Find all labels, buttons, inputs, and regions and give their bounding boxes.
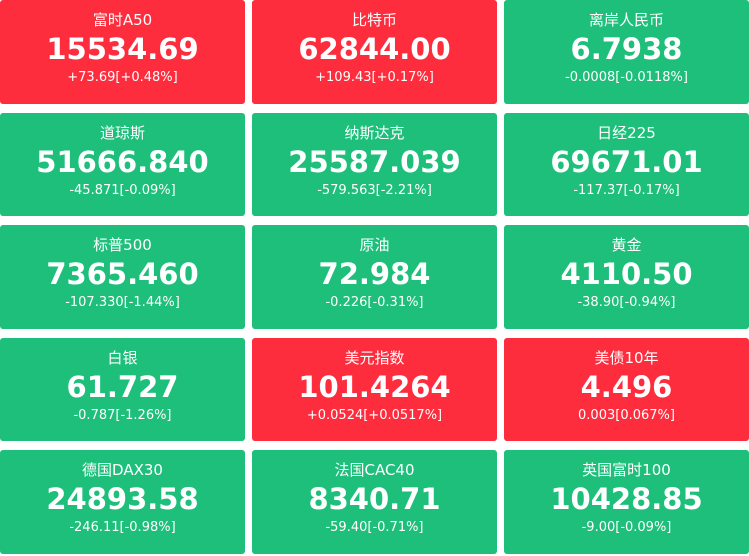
quote-price: 69671.01	[550, 144, 703, 179]
quote-tile[interactable]: 原油 72.984 -0.226[-0.31%]	[252, 225, 497, 329]
quote-tile[interactable]: 美元指数 101.4264 +0.0524[+0.0517%]	[252, 337, 497, 442]
quote-name: 纳斯达克	[344, 123, 405, 142]
quote-price: 4.496	[580, 369, 673, 404]
quote-change: -579.563[-2.21%]	[317, 182, 432, 198]
quote-price: 61.727	[66, 369, 179, 404]
quote-change: +109.43[+0.17%]	[315, 70, 434, 85]
quote-name: 法国CAC40	[334, 461, 415, 480]
quote-tile[interactable]: 比特币 62844.00 +109.43[+0.17%]	[252, 0, 497, 104]
quote-tile[interactable]: 离岸人民币 6.7938 -0.0008[-0.0118%]	[504, 0, 749, 104]
quote-price: 6.7938	[570, 32, 683, 66]
quote-tile[interactable]: 美债10年 4.496 0.003[0.067%]	[504, 337, 749, 442]
quote-name: 比特币	[351, 11, 397, 29]
quote-change: -0.226[-0.31%]	[325, 295, 424, 311]
quote-change: +0.0524[+0.0517%]	[306, 407, 443, 423]
quote-change: -9.00[-0.09%]	[581, 520, 672, 536]
quote-tile[interactable]: 道琼斯 51666.840 -45.871[-0.09%]	[0, 112, 245, 217]
quote-change: -0.0008[-0.0118%]	[565, 70, 688, 85]
quote-name: 标普500	[93, 236, 152, 255]
quote-name: 黄金	[611, 236, 642, 255]
quote-change: +73.69[+0.48%]	[67, 70, 178, 85]
quote-tile[interactable]: 纳斯达克 25587.039 -579.563[-2.21%]	[252, 112, 497, 217]
quote-name: 原油	[359, 236, 390, 255]
quote-price: 7365.460	[46, 257, 199, 292]
quote-price: 10428.85	[550, 482, 703, 517]
quote-price: 24893.58	[46, 482, 199, 517]
quote-tile[interactable]: 黄金 4110.50 -38.90[-0.94%]	[504, 225, 749, 329]
quote-tile[interactable]: 法国CAC40 8340.71 -59.40[-0.71%]	[252, 450, 497, 554]
quote-change: -107.330[-1.44%]	[65, 295, 180, 311]
quote-name: 英国富时100	[582, 461, 671, 480]
quote-tile[interactable]: 日经225 69671.01 -117.37[-0.17%]	[504, 112, 749, 217]
quote-name: 道琼斯	[99, 123, 145, 142]
quote-name: 日经225	[597, 123, 656, 142]
quote-tile[interactable]: 富时A50 15534.69 +73.69[+0.48%]	[0, 0, 245, 104]
quote-price: 51666.840	[36, 144, 209, 179]
quote-name: 富时A50	[92, 11, 153, 29]
quote-tile[interactable]: 标普500 7365.460 -107.330[-1.44%]	[0, 225, 245, 329]
quote-change: 0.003[0.067%]	[578, 407, 675, 423]
quote-price: 62844.00	[298, 32, 451, 66]
quote-change: -59.40[-0.71%]	[325, 520, 424, 536]
quote-tile[interactable]: 白银 61.727 -0.787[-1.26%]	[0, 337, 245, 442]
quote-change: -38.90[-0.94%]	[577, 295, 676, 311]
quote-name: 离岸人民币	[588, 11, 664, 29]
quote-price: 25587.039	[288, 144, 461, 179]
quote-name: 德国DAX30	[82, 461, 163, 480]
quote-price: 15534.69	[46, 32, 199, 66]
quote-tile[interactable]: 英国富时100 10428.85 -9.00[-0.09%]	[504, 450, 749, 554]
quote-price: 101.4264	[298, 369, 451, 404]
quote-change: -117.37[-0.17%]	[573, 182, 680, 198]
quote-price: 4110.50	[560, 257, 693, 292]
quote-name: 美元指数	[344, 348, 405, 367]
quote-tile[interactable]: 德国DAX30 24893.58 -246.11[-0.98%]	[0, 450, 245, 554]
quote-price: 8340.71	[308, 482, 441, 517]
quote-change: -45.871[-0.09%]	[69, 182, 176, 198]
quote-name: 白银	[107, 348, 138, 367]
quote-change: -0.787[-1.26%]	[73, 407, 172, 423]
quote-name: 美债10年	[594, 348, 659, 367]
quote-price: 72.984	[318, 257, 431, 292]
quote-change: -246.11[-0.98%]	[69, 520, 176, 536]
